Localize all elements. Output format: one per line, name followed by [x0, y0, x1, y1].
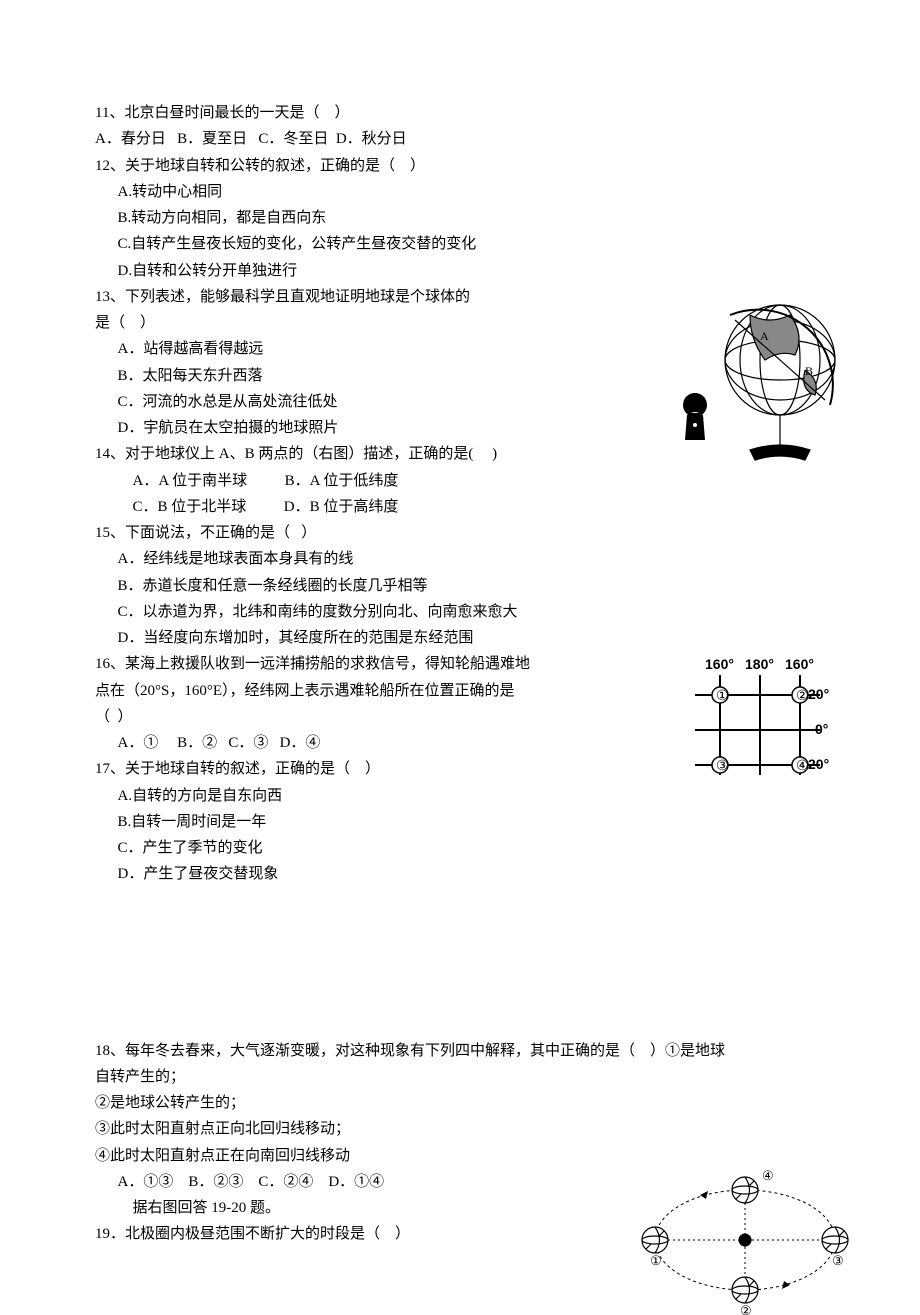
lat-label-1: 20°	[808, 686, 829, 702]
grid-point-1: ①	[716, 689, 729, 704]
lat-label-2: 0°	[815, 721, 828, 737]
q12-a: A.转动中心相同	[95, 179, 830, 205]
q15-stem: 15、下面说法，不正确的是（ ）	[95, 520, 830, 546]
svg-text:A: A	[760, 329, 769, 343]
lon-label-2: 180°	[745, 656, 774, 672]
orbit-label-1: ①	[650, 1253, 662, 1268]
q18-l2: ②是地球公转产生的；	[95, 1090, 830, 1116]
grid-icon: 160° 180° 160° 20° 0° 20° ① ② ③	[680, 655, 840, 795]
q17-d: D．产生了昼夜交替现象	[95, 861, 830, 887]
globe-icon: A B	[660, 280, 860, 480]
document-body: 11、北京白昼时间最长的一天是（ ） A．春分日 B．夏至日 C．冬至日 D．秋…	[95, 100, 830, 1248]
q11-stem: 11、北京白昼时间最长的一天是（ ）	[95, 100, 830, 126]
q12-c: C.自转产生昼夜长短的变化，公转产生昼夜交替的变化	[95, 231, 830, 257]
q18-stem: 18、每年冬去春来，大气逐渐变暖，对这种现象有下列四中解释，其中正确的是（ ）①…	[95, 1038, 830, 1064]
q15-d: D．当经度向东增加时，其经度所在的范围是东经范围	[95, 625, 830, 651]
q12-b: B.转动方向相同，都是自西向东	[95, 205, 830, 231]
grid-point-2: ②	[796, 689, 809, 704]
orbit-label-4: ④	[762, 1168, 774, 1183]
svg-text:B: B	[805, 364, 813, 378]
latlon-grid-figure: 160° 180° 160° 20° 0° 20° ① ② ③	[680, 655, 840, 795]
q17-c: C．产生了季节的变化	[95, 835, 830, 861]
lat-label-3: 20°	[808, 756, 829, 772]
q11-opts: A．春分日 B．夏至日 C．冬至日 D．秋分日	[95, 126, 830, 152]
grid-point-3: ③	[716, 759, 729, 774]
globe-figure: A B	[660, 280, 860, 480]
q15-a: A．经纬线是地球表面本身具有的线	[95, 546, 830, 572]
grid-point-4: ④	[796, 759, 809, 774]
lon-label-1: 160°	[705, 656, 734, 672]
q15-c: C．以赤道为界，北纬和南纬的度数分别向北、向南愈来愈大	[95, 599, 830, 625]
q15-b: B．赤道长度和任意一条经线圈的长度几乎相等	[95, 573, 830, 599]
q18-l3: ③此时太阳直射点正向北回归线移动；	[95, 1116, 830, 1142]
lon-label-3: 160°	[785, 656, 814, 672]
q17-b: B.自转一周时间是一年	[95, 809, 830, 835]
q12-stem: 12、关于地球自转和公转的叙述，正确的是（ ）	[95, 153, 830, 179]
orbit-figure: ① ② ③ ④	[640, 1165, 850, 1315]
q14-row2: C．B 位于北半球 D．B 位于高纬度	[95, 494, 830, 520]
q18-l1: 自转产生的；	[95, 1064, 830, 1090]
orbit-label-3: ③	[832, 1253, 844, 1268]
orbit-icon: ① ② ③ ④	[640, 1165, 850, 1315]
orbit-label-2: ②	[740, 1303, 752, 1315]
